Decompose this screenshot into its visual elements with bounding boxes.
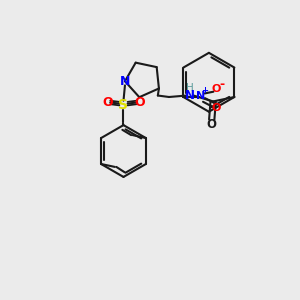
Text: O: O — [102, 96, 112, 109]
Text: O: O — [212, 84, 221, 94]
Text: H: H — [186, 83, 194, 93]
Text: O: O — [134, 96, 145, 109]
Text: N: N — [184, 89, 195, 102]
Text: S: S — [118, 98, 128, 112]
Text: +: + — [201, 86, 208, 95]
Text: O: O — [212, 103, 221, 113]
Text: O: O — [207, 118, 217, 131]
Text: -: - — [219, 78, 224, 91]
Text: N: N — [120, 75, 130, 88]
Text: N: N — [196, 91, 206, 100]
